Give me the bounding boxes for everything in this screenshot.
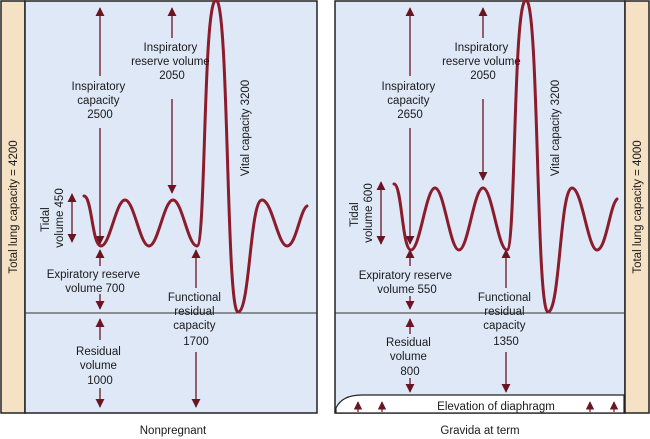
rv-left-line2: volume	[80, 360, 117, 372]
frc-right-line2: residual	[484, 306, 524, 318]
vc-label-right: Vital capacity 3200	[550, 80, 562, 176]
ic-left-line2: capacity	[77, 95, 119, 107]
irv-label-right: Inspiratory reserve volume 2050	[442, 42, 524, 82]
caption-gravida: Gravida at term	[440, 425, 519, 437]
rv-left-line1: Residual	[76, 346, 121, 358]
frc-left-line3: capacity	[173, 320, 215, 332]
erv-left-line1: Expiratory reserve	[47, 269, 140, 281]
frc-left-line2: residual	[174, 306, 214, 318]
erv-right-line2: volume 550	[377, 284, 436, 296]
ic-left-line3: 2500	[87, 109, 113, 121]
erv-label-left: Expiratory reserve volume 700	[47, 269, 144, 295]
frc-label-right: Functional residual capacity 1350	[478, 292, 534, 348]
diaphragm-label: Elevation of diaphragm	[437, 401, 555, 413]
tidal-label-left: Tidal volume 450	[40, 188, 66, 247]
erv-label-right: Expiratory reserve volume 550	[359, 270, 456, 296]
vc-label-left: Vital capacity 3200	[240, 80, 252, 176]
rv-label-right: Residual volume 800	[386, 337, 434, 378]
diaphragm-region	[335, 394, 625, 414]
tlc-bar-right	[624, 0, 650, 414]
tidal-left-line2: volume 450	[54, 188, 66, 247]
tlc-label-right: Total lung capacity = 4000	[632, 140, 644, 273]
rv-right-line1: Residual	[386, 337, 431, 349]
tidal-left-line1: Tidal	[40, 207, 52, 232]
rv-right-line3: 800	[400, 366, 419, 378]
tlc-label-left: Total lung capacity = 4200	[8, 140, 20, 273]
ic-right-line2: capacity	[387, 95, 429, 107]
ic-left-line1: Inspiratory	[72, 81, 126, 93]
frc-left-line1: Functional	[168, 292, 221, 304]
irv-right-line2: reserve volume	[442, 56, 521, 68]
frc-right-line3: capacity	[483, 320, 525, 332]
irv-left-line1: Inspiratory	[144, 42, 198, 54]
irv-right-line3: 2050	[470, 70, 496, 82]
erv-left-line2: volume 700	[65, 283, 124, 295]
rv-label-left: Residual volume 1000	[76, 346, 124, 387]
tidal-right-line1: Tidal	[349, 202, 361, 227]
rv-left-line3: 1000	[87, 375, 113, 387]
breathing-wave-right	[392, 0, 619, 314]
tidal-right-line2: volume 600	[363, 183, 375, 242]
irv-label-left: Inspiratory reserve volume 2050	[131, 42, 213, 82]
irv-left-line2: reserve volume	[131, 56, 210, 68]
frc-right-line4: 1350	[493, 336, 519, 348]
tlc-bar-left	[0, 0, 26, 414]
rv-right-line2: volume	[390, 351, 427, 363]
tidal-label-right: Tidal volume 600	[349, 183, 375, 242]
ic-label-right: Inspiratory capacity 2650	[382, 81, 439, 121]
caption-nonpregnant: Nonpregnant	[140, 425, 207, 437]
frc-right-line1: Functional	[478, 292, 531, 304]
erv-right-line1: Expiratory reserve	[359, 270, 452, 282]
ic-label-left: Inspiratory capacity 2500	[72, 81, 129, 121]
ic-right-line1: Inspiratory	[382, 81, 436, 93]
frc-left-line4: 1700	[183, 336, 209, 348]
breathing-wave-left	[82, 0, 309, 314]
irv-left-line3: 2050	[159, 70, 185, 82]
frc-label-left: Functional residual capacity 1700	[168, 292, 224, 348]
irv-right-line1: Inspiratory	[455, 42, 509, 54]
ic-right-line3: 2650	[397, 109, 423, 121]
